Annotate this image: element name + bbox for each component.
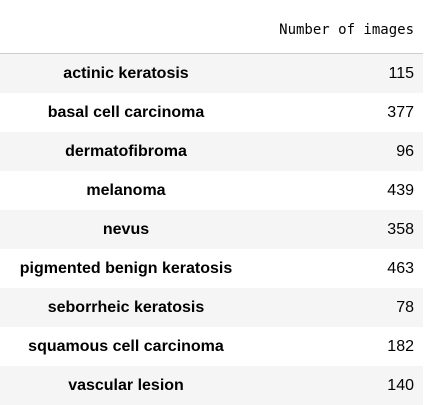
table-row: pigmented benign keratosis 463 <box>0 249 423 288</box>
column-header-number-of-images: Number of images <box>279 22 414 38</box>
table-row: dermatofibroma 96 <box>0 132 423 171</box>
row-value: 78 <box>396 298 414 316</box>
row-value: 115 <box>388 64 414 82</box>
row-label: seborrheic keratosis <box>47 298 205 316</box>
row-label: vascular lesion <box>68 376 184 394</box>
row-label: basal cell carcinoma <box>47 103 205 121</box>
table-row: melanoma 439 <box>0 171 423 210</box>
row-value: 140 <box>387 376 414 394</box>
row-label: squamous cell carcinoma <box>28 337 224 355</box>
row-label: melanoma <box>86 181 166 199</box>
table-row: actinic keratosis 115 <box>0 54 423 93</box>
table-row: seborrheic keratosis 78 <box>0 288 423 327</box>
table-row: squamous cell carcinoma 182 <box>0 327 423 366</box>
row-label: dermatofibroma <box>65 142 187 160</box>
row-value: 377 <box>387 103 414 121</box>
row-value: 358 <box>387 220 414 238</box>
row-value: 439 <box>387 181 414 199</box>
row-value: 96 <box>396 142 414 160</box>
row-label: actinic keratosis <box>63 64 189 82</box>
row-value: 182 <box>387 337 414 355</box>
row-value: 463 <box>387 259 414 277</box>
table-row: nevus 358 <box>0 210 423 249</box>
table-row: basal cell carcinoma 377 <box>0 93 423 132</box>
row-label: pigmented benign keratosis <box>19 259 233 277</box>
row-label: nevus <box>102 220 150 238</box>
table-row: vascular lesion 140 <box>0 366 423 405</box>
table-header: Number of images <box>0 0 423 54</box>
data-table: Number of images actinic keratosis 115 b… <box>0 0 423 405</box>
